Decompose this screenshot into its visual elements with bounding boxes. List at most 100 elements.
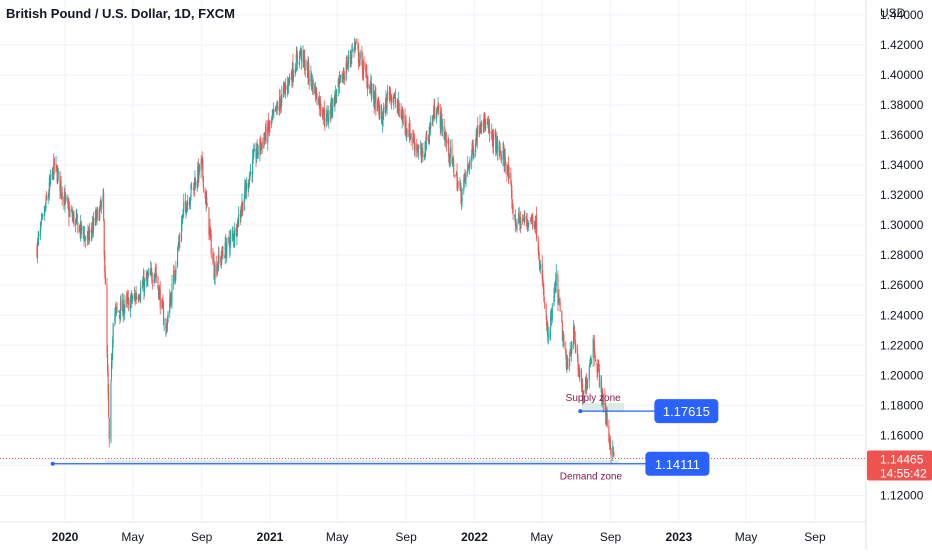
candle-body xyxy=(95,213,97,222)
y-tick-label: 1.12000 xyxy=(880,488,924,502)
candle-body xyxy=(612,447,614,453)
candle-body xyxy=(145,276,147,282)
candle-body xyxy=(381,117,383,124)
candle-body xyxy=(279,95,281,102)
candle-body xyxy=(511,206,514,208)
candle-body xyxy=(582,398,584,402)
candle-body xyxy=(277,106,279,111)
y-tick-label: 1.44000 xyxy=(880,8,924,22)
candle-body xyxy=(562,337,564,342)
candle-body xyxy=(581,384,584,401)
candle-body xyxy=(606,411,608,419)
candle-body xyxy=(118,311,120,314)
candle-body xyxy=(471,153,473,161)
candle-body xyxy=(408,130,410,137)
x-tick-label: May xyxy=(735,530,758,544)
candle-body xyxy=(417,151,419,154)
price-axis[interactable]: USD 1.44000 1.42000 1.40000 1.38000 1.36000 1… xyxy=(880,6,924,502)
y-tick-label: 1.40000 xyxy=(880,68,924,82)
x-tick-label: May xyxy=(121,530,144,544)
candle-body xyxy=(47,196,49,201)
candle-body xyxy=(424,154,426,159)
candle-body xyxy=(202,160,204,177)
candle-body xyxy=(350,58,352,60)
candle-body xyxy=(115,307,118,310)
candle-body xyxy=(417,149,419,152)
candle-body xyxy=(376,99,379,111)
candle-body xyxy=(402,115,404,119)
candles-layer[interactable] xyxy=(36,37,615,464)
candle-body xyxy=(461,190,463,202)
candle-body xyxy=(394,95,396,97)
candle-body xyxy=(134,294,136,300)
candle-body xyxy=(502,150,504,160)
candle-body xyxy=(486,121,488,124)
candle-body xyxy=(608,438,610,442)
candle-body xyxy=(597,369,599,372)
candle-body xyxy=(252,155,254,160)
candle-body xyxy=(585,379,587,387)
candle-body xyxy=(63,196,65,206)
candle-body xyxy=(573,328,575,330)
candle-body xyxy=(487,124,489,125)
candle-body xyxy=(553,290,556,298)
candle-body xyxy=(422,150,424,158)
candle-body xyxy=(398,100,400,111)
candle-body xyxy=(406,131,408,134)
candle-body xyxy=(287,88,289,91)
candle-body xyxy=(609,441,611,444)
supply-level-badge[interactable] xyxy=(654,399,719,424)
candle-body xyxy=(578,368,580,369)
candle-body xyxy=(190,184,192,197)
candle-body xyxy=(459,182,461,187)
candle-body xyxy=(608,426,610,441)
candle-body xyxy=(413,137,415,143)
candle-body xyxy=(253,148,255,152)
candle-body xyxy=(484,121,486,131)
candle-body xyxy=(390,94,392,103)
demand-level-anchor[interactable] xyxy=(50,461,55,466)
candle-body xyxy=(327,119,329,123)
candle-body xyxy=(36,245,38,257)
candle-body xyxy=(392,95,394,103)
time-axis[interactable]: 2020 May Sep 2021 May Sep 2022 May Sep 2023 May Sep xyxy=(52,530,826,544)
candle-body xyxy=(256,143,258,155)
candle-body xyxy=(126,299,128,301)
candle-body xyxy=(204,188,206,194)
candle-body xyxy=(212,253,214,261)
candle-body xyxy=(261,141,263,149)
candle-body xyxy=(91,231,93,234)
candle-body xyxy=(533,221,535,227)
candle-body xyxy=(331,110,333,115)
candle-body xyxy=(80,220,82,235)
candle-body xyxy=(424,141,426,157)
demand-level-badge[interactable] xyxy=(645,451,710,476)
candle-body xyxy=(187,202,189,205)
candle-body xyxy=(159,290,161,292)
candle-body xyxy=(205,193,207,205)
supply-level-anchor[interactable] xyxy=(578,409,583,414)
candle-body xyxy=(596,362,598,373)
candle-body xyxy=(247,183,249,189)
candle-body xyxy=(150,269,152,274)
candle-body xyxy=(149,272,151,275)
candle-body xyxy=(260,144,262,151)
candle-body xyxy=(276,105,278,107)
candle-body xyxy=(102,194,104,202)
candle-body xyxy=(201,158,203,162)
candle-body xyxy=(434,106,436,119)
candle-body xyxy=(510,183,512,192)
candle-body xyxy=(86,235,88,238)
candle-body xyxy=(559,299,561,302)
candle-body xyxy=(326,112,328,114)
candle-body xyxy=(79,226,81,232)
x-tick-label: 2021 xyxy=(257,530,284,544)
candle-body xyxy=(393,99,395,103)
candle-body xyxy=(577,358,579,370)
candle-body xyxy=(202,176,204,189)
candle-body xyxy=(515,225,517,227)
candle-body xyxy=(79,225,81,235)
candle-body xyxy=(554,282,556,290)
candle-body xyxy=(481,122,483,126)
